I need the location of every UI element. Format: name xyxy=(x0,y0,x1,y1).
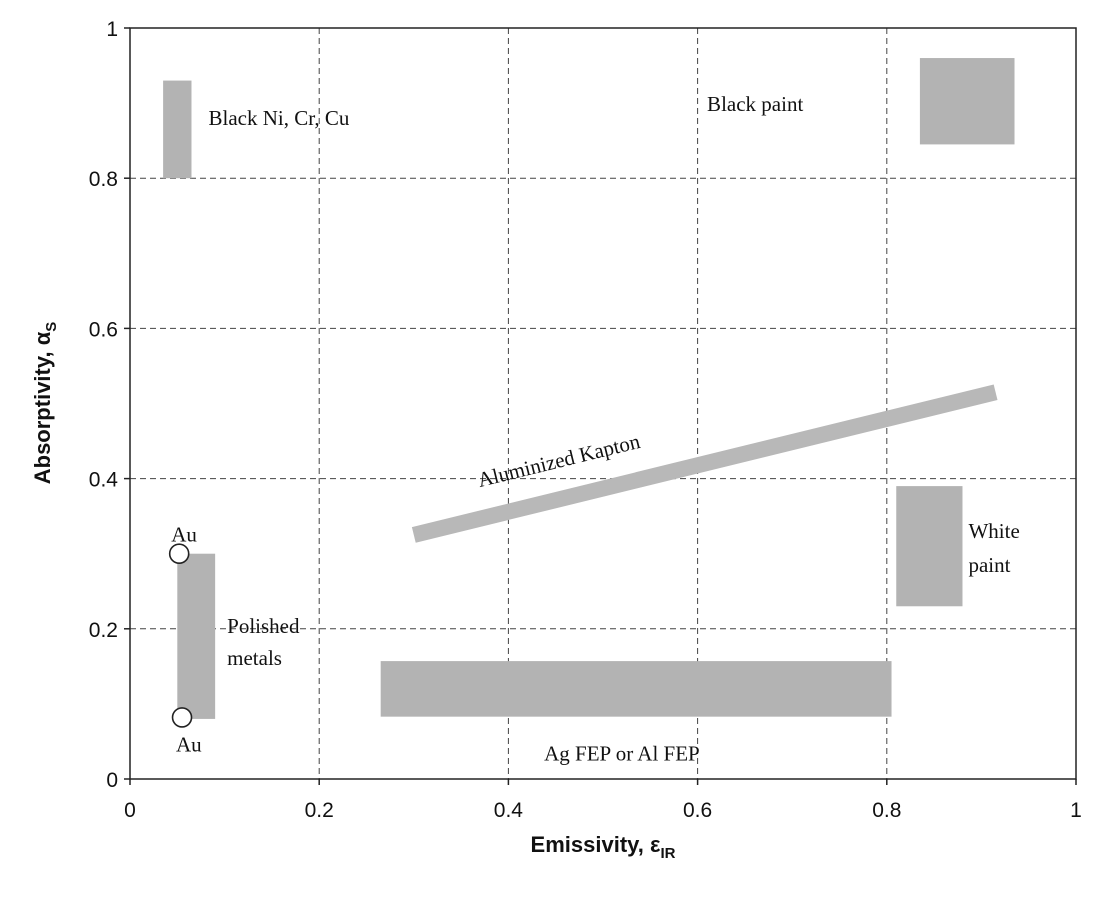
y-tick-label: 0.2 xyxy=(89,619,118,642)
y-tick-label: 0 xyxy=(106,769,118,792)
region-2-band xyxy=(411,384,998,543)
region-3-area xyxy=(896,486,963,607)
x-axis-subscript: IR xyxy=(660,845,675,862)
point-marker-0 xyxy=(168,543,190,565)
region-3-label: White paint xyxy=(968,519,1019,577)
x-tick-label: 1 xyxy=(1070,799,1082,822)
y-axis-subscript: S xyxy=(43,322,60,332)
x-axis-title: Emissivity, εIR xyxy=(531,832,676,862)
region-0-label-line: Black Ni, Cr, Cu xyxy=(208,106,349,130)
region-1-label-line: Black paint xyxy=(707,92,803,116)
region-0-area xyxy=(163,80,192,179)
y-tick-label: 0.4 xyxy=(89,469,119,492)
region-4-area xyxy=(177,553,216,719)
x-axis-symbol: ε xyxy=(650,832,661,857)
region-4-label: Polished metals xyxy=(227,614,300,670)
point-label-1: Au xyxy=(176,732,202,756)
region-1-label: Black paint xyxy=(707,92,803,116)
grid-layer xyxy=(130,28,1076,779)
region-4-label-line: Polished xyxy=(227,614,300,638)
y-tick-label: 0.6 xyxy=(89,318,118,341)
region-0-label: Black Ni, Cr, Cu xyxy=(208,106,349,130)
y-tick-label: 0.8 xyxy=(89,168,118,191)
region-5-label: Ag FEP or Al FEP xyxy=(544,742,700,766)
region-4-label-line: metals xyxy=(227,646,282,670)
x-tick-label: 0.6 xyxy=(683,799,712,822)
region-3-label-line: paint xyxy=(968,553,1010,577)
y-axis-title: Absorptivity, αS xyxy=(30,322,60,485)
x-tick-label: 0 xyxy=(124,799,136,822)
tick-layer: 0 0.2 0.4 0.6 0.8 1 0 0.2 0.4 0.6 0.8 1 xyxy=(89,18,1082,822)
point-layer xyxy=(168,543,193,728)
region-5-label-line: Ag FEP or Al FEP xyxy=(544,742,700,766)
point-label-0: Au xyxy=(171,523,197,547)
x-tick-label: 0.2 xyxy=(305,799,334,822)
y-tick-label: 1 xyxy=(106,18,118,41)
region-3-label-line: White xyxy=(968,519,1019,543)
x-tick-label: 0.4 xyxy=(494,799,524,822)
y-axis-symbol: α xyxy=(30,331,55,345)
x-tick-label: 0.8 xyxy=(872,799,901,822)
region-1-area xyxy=(919,58,1015,145)
plot-frame xyxy=(129,27,1077,780)
point-marker-1 xyxy=(171,707,193,728)
region-layer xyxy=(163,58,1015,719)
region-5-area xyxy=(380,661,892,717)
